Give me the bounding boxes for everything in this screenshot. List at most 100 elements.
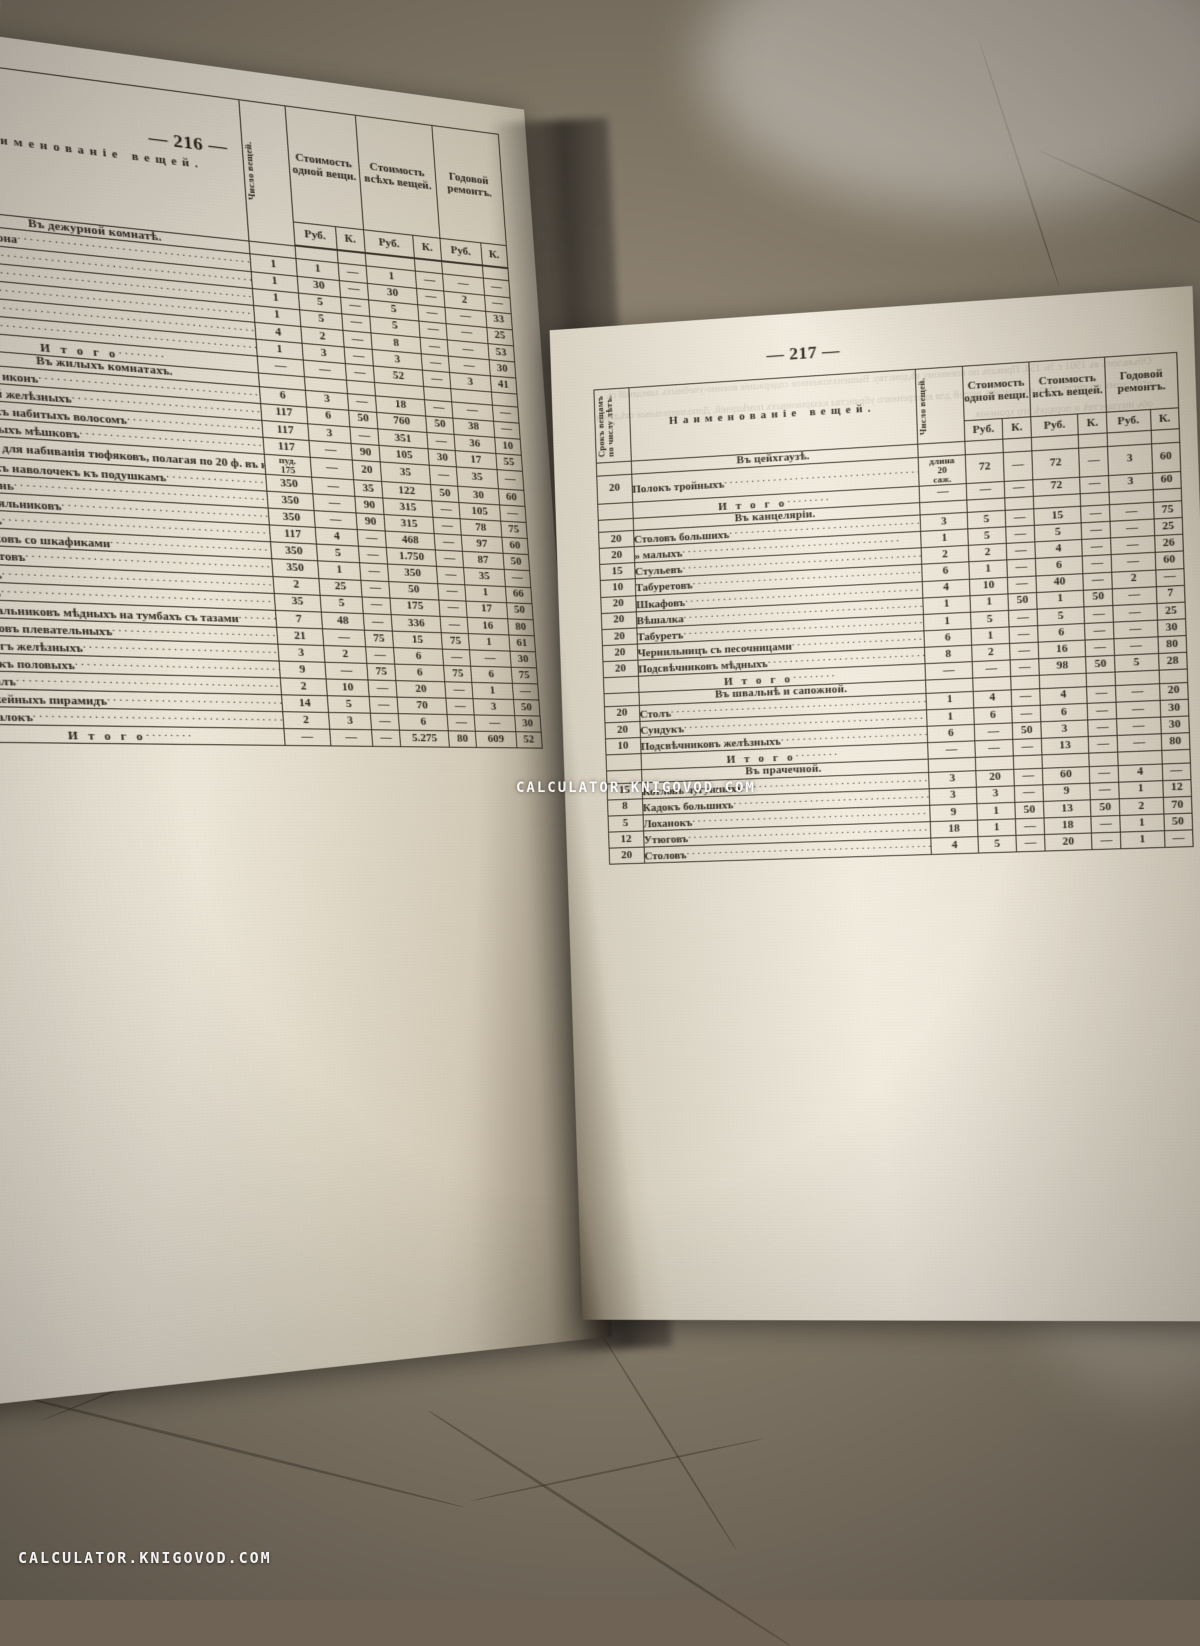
cell-total-kop: — (1091, 832, 1121, 850)
subhead-repair-kop: К. (1149, 407, 1180, 431)
cell-unit-kop: — (1003, 450, 1033, 481)
cell-unit-rub: 72 (965, 452, 1005, 484)
cell-repair-kop: 20 (1159, 682, 1189, 701)
total-count: — (283, 728, 331, 747)
cell-unit-kop: — (369, 696, 398, 714)
section-title-spacer (1158, 669, 1188, 684)
cell-repair-kop: 25 (1153, 517, 1183, 537)
item-label: Простынь (0, 475, 15, 493)
section-title-spacer (1089, 752, 1118, 767)
cell-repair-rub: 3 (472, 698, 515, 716)
cell-total-rub: 60 (1042, 766, 1091, 785)
cell-years: 8 (607, 798, 643, 816)
cell-years: 15 (599, 563, 635, 581)
cell-total-kop: — (1081, 504, 1110, 524)
item-label: Вѣшалокъ (0, 710, 34, 725)
cell-total-kop: — (432, 501, 460, 519)
subhead-repair-rub: Руб. (1106, 409, 1151, 433)
cell-total-rub: 9 (1042, 782, 1091, 802)
item-label: Кочергъ желѣзныхъ (0, 638, 84, 655)
cell-unit-rub: 5 (970, 610, 1010, 629)
cell-total-kop: — (427, 432, 456, 451)
cell-total-kop: — (1089, 765, 1119, 783)
total-total-kop: — (1080, 475, 1109, 494)
section-title-spacer (1013, 754, 1043, 769)
col-head-unit-cost: Стоимость одной вещи. (284, 105, 364, 230)
leader-dots: ........ (145, 727, 195, 741)
total-total-rub: 98 (1038, 656, 1087, 676)
item-label: Утюговъ (643, 832, 689, 846)
item-label: Ящиковъ плевательныхъ (0, 620, 113, 638)
cell-unit-rub: 6 (973, 706, 1013, 725)
cell-repair-rub: 16 (466, 617, 509, 635)
cell-count: 3 (928, 770, 977, 789)
total-total-kop: 50 (1086, 655, 1115, 674)
cell-repair-rub: — (469, 649, 511, 668)
section-title-spacer (1161, 749, 1191, 764)
total-repair-rub: — (1116, 733, 1162, 753)
cell-repair-kop: 60 (497, 488, 526, 507)
cell-unit-rub: 5 (319, 594, 364, 614)
cell-count: 9 (929, 803, 978, 822)
cell-total-kop: — (1087, 685, 1116, 704)
cell-repair-rub: 97 (461, 535, 503, 554)
cell-total-kop: 75 (441, 632, 470, 650)
subhead-repair-kop: К. (480, 242, 508, 268)
total-unit-kop: — (371, 730, 401, 748)
watermark-corner: CALCULATOR.KNIGOVOD.COM (18, 1549, 272, 1567)
cell-total-kop: 50 (1090, 798, 1120, 817)
cell-count: 1 (926, 691, 974, 710)
cell-unit-rub: 5 (977, 835, 1017, 854)
cell-total-rub: 13 (1043, 799, 1092, 818)
total-count: — (927, 740, 976, 760)
cell-years: 20 (599, 546, 635, 565)
total-unit-rub: — (971, 659, 1012, 679)
cell-years: 12 (608, 830, 644, 849)
cell-total-kop: — (439, 599, 467, 618)
cell-total-kop: 50 (426, 415, 454, 435)
cell-total-rub: 18 (1043, 816, 1092, 835)
inventory-table-left: Срокъ вещамъ по числу лѣтъ. Наименованiе… (0, 51, 543, 749)
cell-count: 21 (276, 627, 324, 646)
cell-repair-kop: — (1155, 568, 1185, 587)
cell-unit-kop: 75 (367, 663, 396, 681)
cell-repair-kop: 30 (1159, 699, 1189, 717)
cell-unit-kop: — (1007, 558, 1036, 577)
col-head-total-cost: Стоимость всѣхъ вещей. (355, 115, 440, 239)
cell-unit-rub: 10 (325, 679, 370, 697)
cell-years: 20 (596, 473, 633, 504)
cell-count: 2 (280, 678, 327, 696)
cell-repair-rub: — (1112, 603, 1157, 622)
leader-dots: ........ (792, 668, 838, 682)
cell-repair-kop: 61 (508, 634, 536, 652)
cell-count: 18 (930, 819, 978, 839)
cell-total-rub: 6 (1039, 703, 1089, 722)
cell-unit-kop: 75 (364, 630, 394, 648)
cell-unit-rub: 3 (328, 712, 372, 731)
total-years-spacer (603, 676, 639, 694)
item-label: Сундукъ (640, 722, 685, 737)
col-head-count: Число вещей. (915, 366, 965, 445)
cell-repair-kop: — (493, 420, 521, 440)
cell-count: 7 (275, 610, 323, 629)
item-label: Табуретовъ (635, 579, 693, 595)
cell-unit-rub: 3 (976, 785, 1016, 804)
cell-total-rub: 6 (394, 664, 446, 682)
cell-total-rub: 15 (391, 630, 443, 650)
cell-unit-kop: 50 (348, 409, 378, 429)
cell-unit-kop: — (368, 680, 397, 698)
cell-repair-kop: 10 (494, 437, 522, 456)
cell-unit-rub: 5 (326, 695, 371, 714)
cell-total-kop: 75 (443, 665, 472, 683)
cell-years: 20 (601, 627, 637, 646)
cell-total-kop: — (435, 550, 464, 569)
cell-unit-kop: — (1009, 642, 1039, 660)
cell-total-rub: 3 (1040, 719, 1089, 739)
cell-unit-kop: — (1014, 784, 1044, 803)
cell-repair-kop: — (496, 469, 524, 491)
cell-unit-rub: 1 (977, 818, 1017, 837)
cell-unit-kop: — (362, 596, 391, 615)
cell-unit-rub: — (973, 722, 1014, 741)
cell-repair-kop: — (499, 504, 527, 523)
cell-count: 6 (927, 724, 975, 743)
